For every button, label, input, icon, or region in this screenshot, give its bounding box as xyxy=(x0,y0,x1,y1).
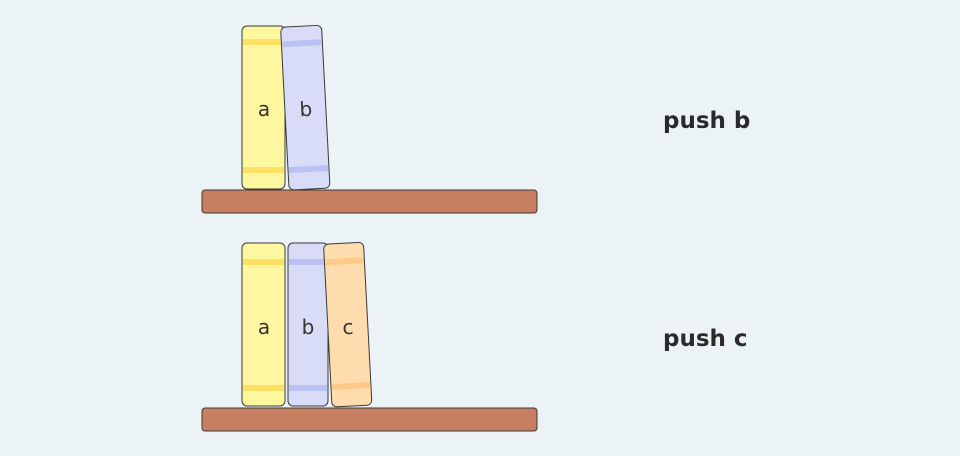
book-label: b xyxy=(299,97,313,122)
book-c: c xyxy=(323,241,373,408)
book-label: a xyxy=(258,315,270,339)
shelf xyxy=(201,189,538,214)
step-caption: push b xyxy=(663,108,750,134)
shelf xyxy=(201,407,538,432)
book-b: b xyxy=(280,24,331,191)
book-a: a xyxy=(241,242,286,407)
scene-push-b: a b push b xyxy=(201,24,750,214)
book-label: b xyxy=(302,315,315,339)
book-b: b xyxy=(287,242,329,407)
book-label: a xyxy=(258,97,270,121)
scene-push-c: a b c push c xyxy=(201,241,748,432)
step-caption: push c xyxy=(663,326,748,352)
book-label: c xyxy=(342,315,354,340)
book-a: a xyxy=(241,25,286,190)
